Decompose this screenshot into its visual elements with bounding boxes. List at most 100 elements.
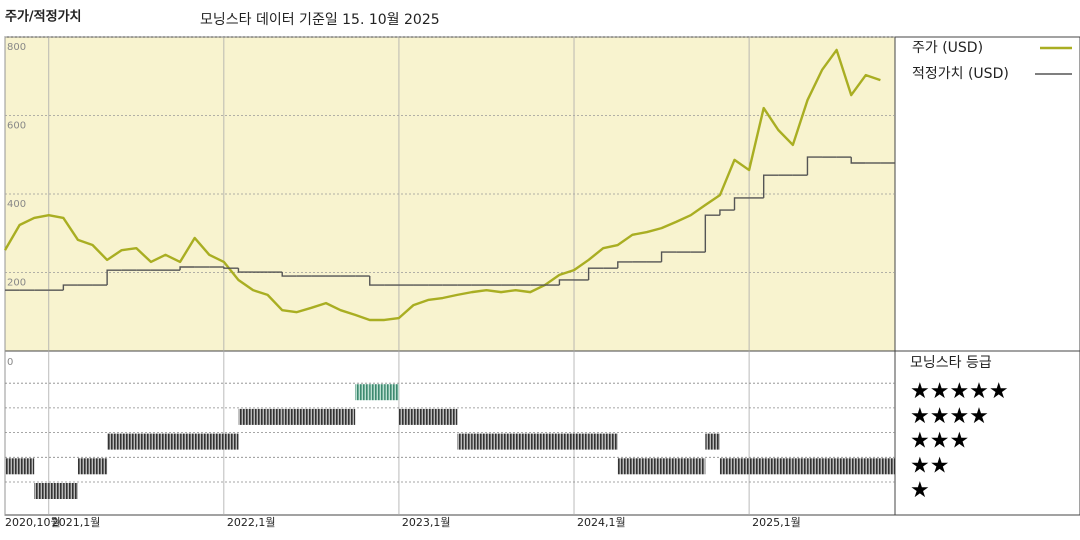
rating-bar [515, 433, 531, 450]
rating-bar [384, 384, 399, 401]
rating-bar [836, 458, 852, 475]
rating-legend: ★★★★★ [910, 379, 1009, 404]
fair-value-step [719, 209, 735, 216]
rating-tick-label: 0 [7, 357, 13, 368]
price-line [3, 48, 881, 322]
rating-bar [574, 433, 589, 450]
fair-value-step [106, 269, 122, 286]
x-tick-label: 2021,1월 [52, 516, 101, 529]
x-tick-label: 2020,10월 [5, 516, 61, 529]
rating-bar [267, 408, 283, 425]
rating-bar [428, 408, 443, 425]
rating-legend: ★★★ [910, 429, 969, 454]
rating-bar [763, 458, 779, 475]
rating-bar [34, 483, 49, 499]
rating-bar [471, 433, 487, 450]
rating-bar [355, 384, 370, 401]
rating-legend: ★★★★ [910, 404, 989, 429]
rating-bar [150, 433, 166, 450]
x-tick-label: 2025,1월 [752, 516, 801, 529]
fair-value-step [762, 174, 779, 198]
fair-value-step [850, 157, 866, 164]
rating-bar [676, 458, 691, 475]
fair-value-step [62, 284, 78, 291]
rating-bar [340, 408, 356, 425]
fair-value-step [617, 261, 633, 269]
rating-bar [48, 483, 64, 499]
rating-bar [719, 458, 735, 475]
rating-bar [690, 458, 706, 475]
fair-value-step [733, 197, 750, 211]
rating-bar [19, 458, 35, 475]
rating-bar [778, 458, 793, 475]
legend-label: 적정가치 (USD) [912, 66, 1009, 82]
fair-value-step [223, 267, 239, 269]
rating-bar [749, 458, 764, 475]
rating-bar [851, 458, 866, 475]
rating-bar [486, 433, 502, 450]
rating-bar [559, 433, 575, 450]
x-tick-label: 2024,1월 [577, 516, 626, 529]
rating-bar [501, 433, 516, 450]
rating-bar [734, 458, 750, 475]
x-tick-label: 2023,1월 [402, 516, 451, 529]
fair-value-step [237, 268, 254, 273]
rating-bar [530, 433, 545, 450]
rating-bar [5, 458, 20, 475]
rating-bar [77, 458, 93, 475]
chart-title: 주가/적정가치 [5, 9, 82, 25]
fair-value-step [281, 272, 297, 277]
fair-value-step [806, 156, 823, 176]
fair-value-step [660, 251, 677, 262]
rating-bar [661, 458, 677, 475]
rating-bar [632, 458, 647, 475]
rating-bar [807, 458, 823, 475]
rating-bar [617, 458, 633, 475]
rating-bar [442, 408, 458, 425]
rating-bar [209, 433, 224, 450]
rating-bar [369, 384, 385, 401]
rating-bar [63, 483, 78, 499]
rating-bar [413, 408, 429, 425]
rating-bar [238, 408, 254, 425]
fair-value-step [558, 279, 575, 286]
rating-bar [457, 433, 472, 450]
rating-bar [325, 408, 341, 425]
rating-legend: ★ [910, 478, 930, 503]
rating-bar [223, 433, 239, 450]
rating-bar [865, 458, 881, 475]
fair-value-step [369, 276, 385, 286]
rating-bar [822, 458, 837, 475]
rating-bar [792, 458, 808, 475]
rating-title: 모닝스타 등급 [910, 355, 992, 371]
rating-legend: ★★ [910, 453, 949, 478]
x-tick-label: 2022,1월 [227, 516, 276, 529]
fair-value-step [587, 267, 604, 280]
rating-bar [880, 458, 895, 475]
rating-bar [603, 433, 618, 450]
legend-label: 주가 (USD) [912, 40, 983, 56]
rating-bar [180, 433, 195, 450]
rating-bar [646, 458, 662, 475]
rating-bar [253, 408, 268, 425]
y-tick-label: 600 [7, 121, 26, 132]
fair-value-step [704, 214, 720, 253]
rating-bar [107, 433, 122, 450]
rating-bar [544, 433, 560, 450]
fair-value-step [179, 266, 195, 271]
y-tick-label: 200 [7, 278, 26, 289]
rating-bar [296, 408, 312, 425]
rating-bar [136, 433, 151, 450]
rating-bar [705, 433, 720, 450]
y-tick-label: 400 [7, 199, 26, 210]
y-tick-label: 800 [7, 42, 26, 53]
rating-bar [588, 433, 604, 450]
chart-subtitle: 모닝스타 데이터 기준일 15. 10월 2025 [200, 12, 440, 28]
rating-bar [121, 433, 137, 450]
rating-bar [92, 458, 108, 475]
rating-bar [311, 408, 326, 425]
rating-bar [194, 433, 210, 450]
rating-bar [398, 408, 414, 425]
rating-bar [165, 433, 181, 450]
